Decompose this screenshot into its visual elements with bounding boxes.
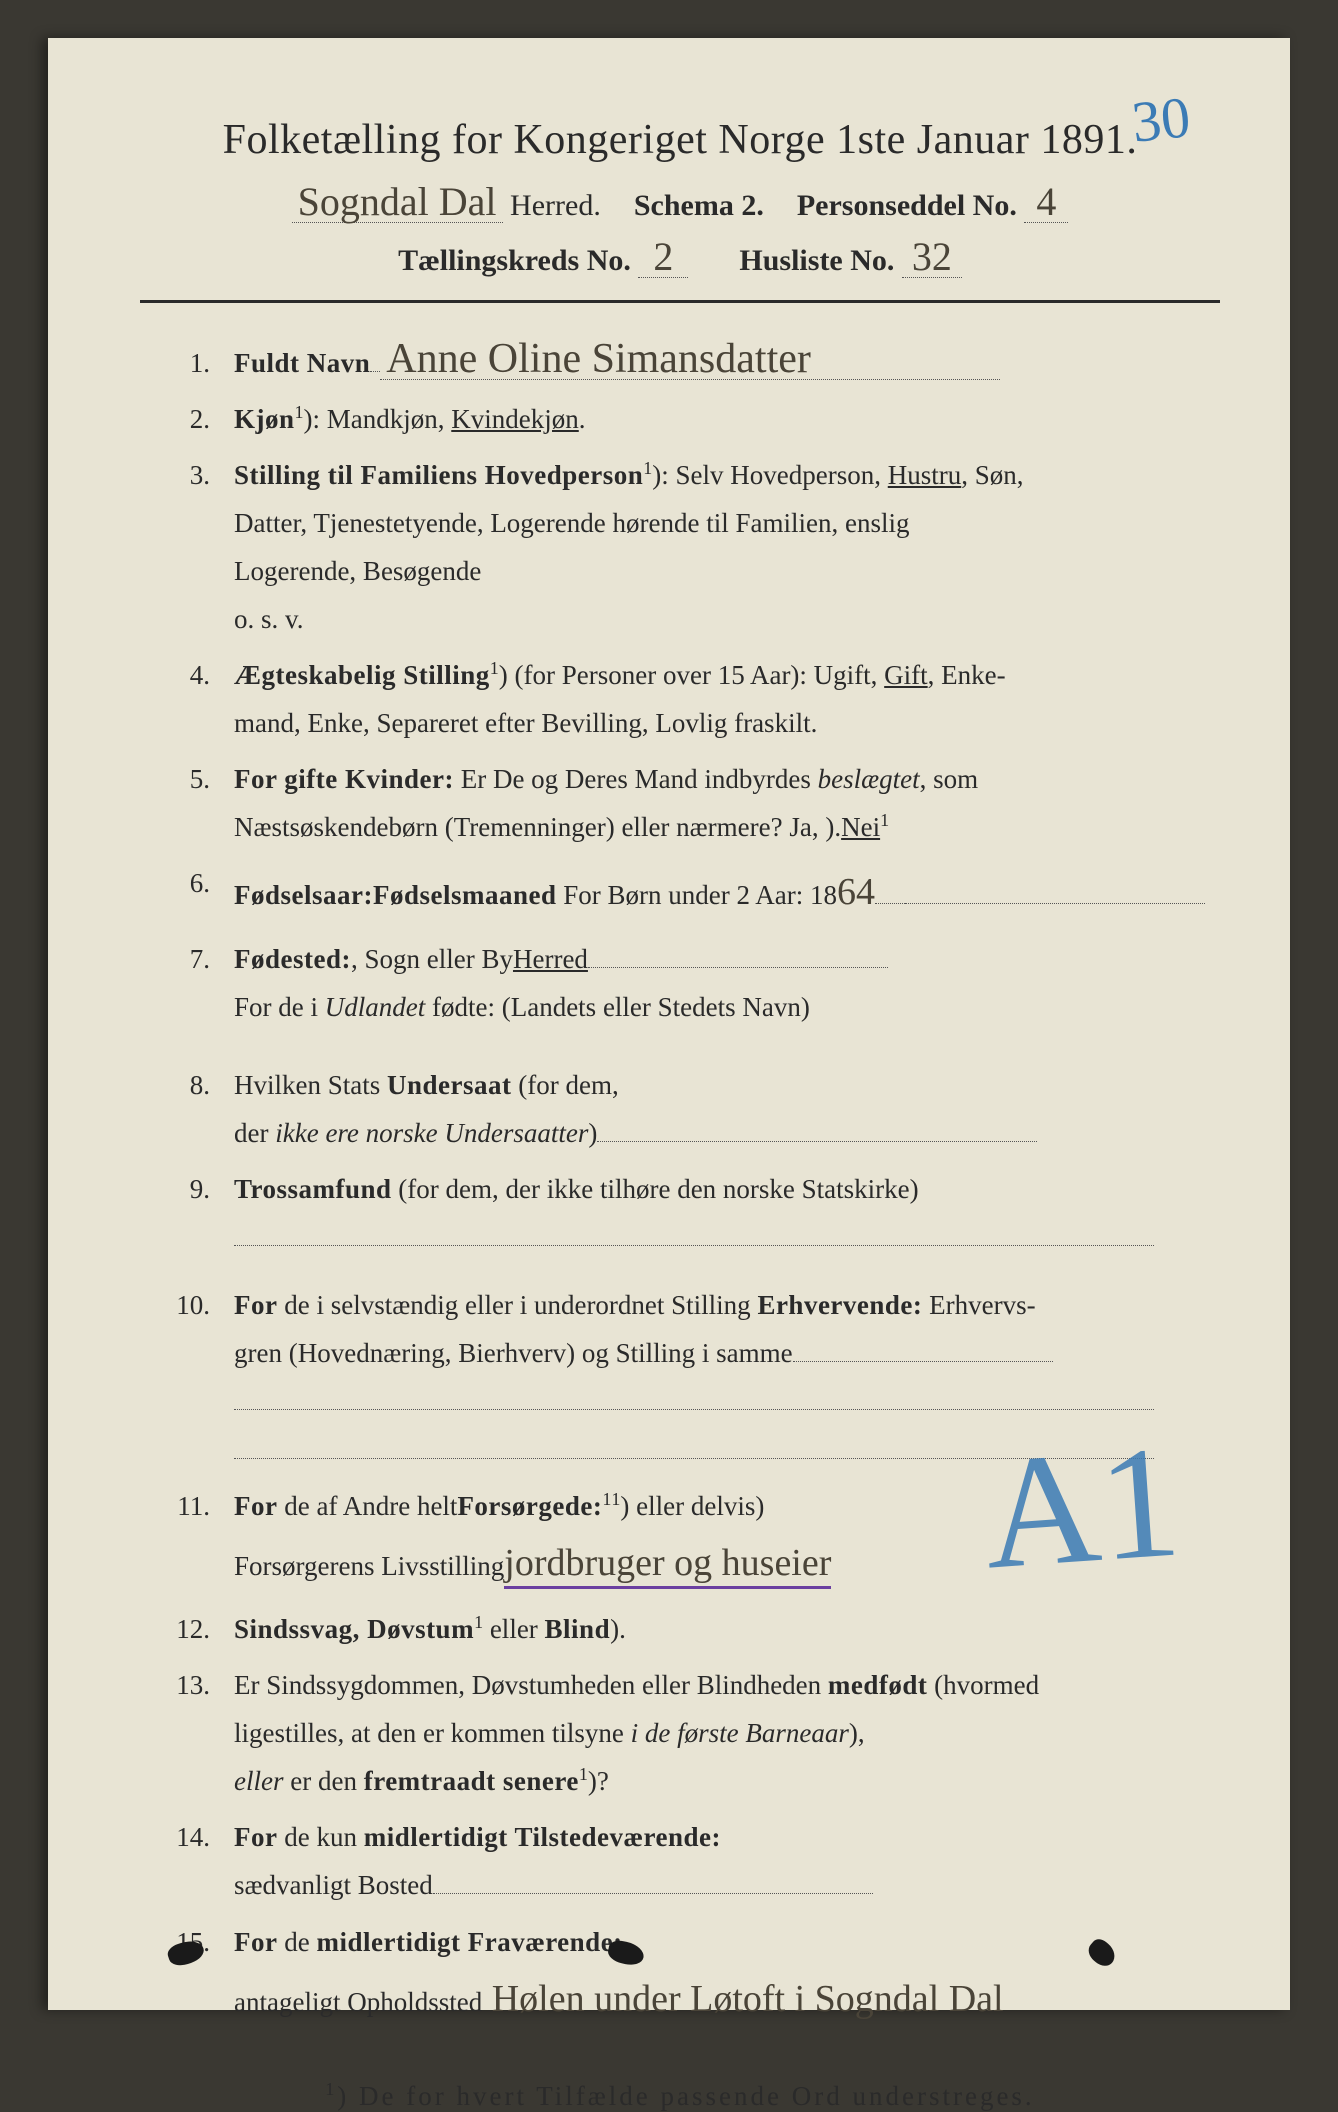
item-label: Forsørgede: (457, 1491, 602, 1521)
item-label: Erhvervende: (757, 1290, 922, 1320)
item-label: gifte Kvinder: (284, 764, 454, 794)
item-number: 4. (152, 651, 210, 699)
underlined-option: Gift (884, 660, 928, 690)
form-item-3: 3.Stilling til Familiens Hovedperson1): … (152, 451, 1220, 643)
form-item-4: 4.Ægteskabelig Stilling1) (for Personer … (152, 651, 1220, 747)
item-number: 8. (152, 1061, 210, 1109)
form-item-9: 9.Trossamfund (for dem, der ikke tilhøre… (152, 1165, 1220, 1261)
item-number: 1. (152, 339, 210, 387)
header-divider (140, 300, 1220, 303)
kreds-no: 2 (638, 237, 688, 278)
herred-name-handwritten: Sogndal Dal (292, 182, 503, 223)
item-label: Sindssvag, Døvstum (234, 1614, 474, 1644)
husliste-label: Husliste No. (739, 244, 894, 277)
page-number-annotation: 30 (1129, 83, 1194, 156)
scuff-mark (165, 1937, 206, 1969)
item-label: Undersaat (387, 1070, 512, 1100)
census-form-page: 30 Folketælling for Kongeriget Norge 1st… (48, 38, 1290, 2010)
year-handwritten: 64 (837, 871, 875, 913)
item-number: 13. (152, 1661, 210, 1709)
scuff-mark (606, 1938, 646, 1967)
personseddel-no: 4 (1024, 182, 1068, 223)
personseddel-label: Personseddel No. (797, 189, 1017, 222)
handwritten-value: Hølen under Løtoft i Sogndal Dal (482, 1978, 1003, 2020)
husliste-no: 32 (902, 237, 962, 278)
footnote-sup: 1 (325, 2079, 337, 2099)
footnote: 1) De for hvert Tilfælde passende Ord un… (140, 2079, 1220, 2112)
handwritten-value: jordbruger og huseier (504, 1542, 831, 1589)
form-item-2: 2.Kjøn1): Mandkjøn, Kvindekjøn. (152, 395, 1220, 443)
item-label: Fødested: (234, 944, 351, 974)
form-item-12: 12.Sindssvag, Døvstum1 eller Blind). (152, 1605, 1220, 1653)
item-number: 9. (152, 1165, 210, 1213)
header-line-2: Sogndal Dal Herred. Schema 2. Personsedd… (140, 182, 1220, 223)
item-number: 6. (152, 859, 210, 907)
item-number: 14. (152, 1813, 210, 1861)
large-annotation-mark: A1 (978, 1408, 1186, 1606)
item-label: Stilling til Familiens Hovedperson (234, 460, 643, 490)
footnote-text: ) De for hvert Tilfælde passende Ord und… (337, 2081, 1034, 2111)
form-item-5: 5.For gifte Kvinder: Er De og Deres Mand… (152, 755, 1220, 851)
item-number: 7. (152, 935, 210, 983)
underlined-option: Herred (513, 944, 588, 974)
header-line-3: Tællingskreds No. 2 Husliste No. 32 (140, 237, 1220, 278)
bottom-marks (48, 1942, 1290, 1982)
handwritten-value: Anne Oline Simansdatter (380, 341, 1000, 380)
item-label: Fuldt Navn (234, 348, 370, 378)
item-number: 3. (152, 451, 210, 499)
form-item-14: 14.For de kun midlertidigt Tilstedeværen… (152, 1813, 1220, 1909)
schema-label: Schema 2. (634, 189, 764, 222)
item-label: Ægteskabelig Stilling (234, 660, 490, 690)
kreds-label: Tællingskreds No. (398, 244, 631, 277)
item-number: 10. (152, 1281, 210, 1329)
item-number: 12. (152, 1605, 210, 1653)
herred-label: Herred. (510, 189, 601, 222)
item-number: 11. (152, 1482, 210, 1530)
item-number: 2. (152, 395, 210, 443)
item-number: 5. (152, 755, 210, 803)
item-label: Trossamfund (234, 1174, 392, 1204)
item-label: midlertidigt Tilstedeværende: (364, 1822, 721, 1852)
item-label: Fødselsaar: (234, 880, 373, 910)
form-item-1: 1. Fuldt Navn Anne Oline Simansdatter (152, 339, 1220, 387)
form-item-13: 13.Er Sindssygdommen, Døvstumheden eller… (152, 1661, 1220, 1805)
item-label: Kjøn (234, 404, 295, 434)
page-title: Folketælling for Kongeriget Norge 1ste J… (140, 116, 1220, 164)
form-item-7: 7.Fødested:, Sogn eller ByHerredFor de i… (152, 935, 1220, 1031)
underlined-option: Kvindekjøn (451, 404, 579, 434)
item-label: medfødt (828, 1670, 928, 1700)
form-item-6: 6.Fødselsaar:Fødselsmaaned For Børn unde… (152, 859, 1220, 927)
underlined-option: Hustru (888, 460, 962, 490)
form-items: 1. Fuldt Navn Anne Oline Simansdatter 2. Kjø… (140, 339, 1220, 2033)
form-item-8: 8.Hvilken Stats Undersaat (for dem,der i… (152, 1061, 1220, 1157)
